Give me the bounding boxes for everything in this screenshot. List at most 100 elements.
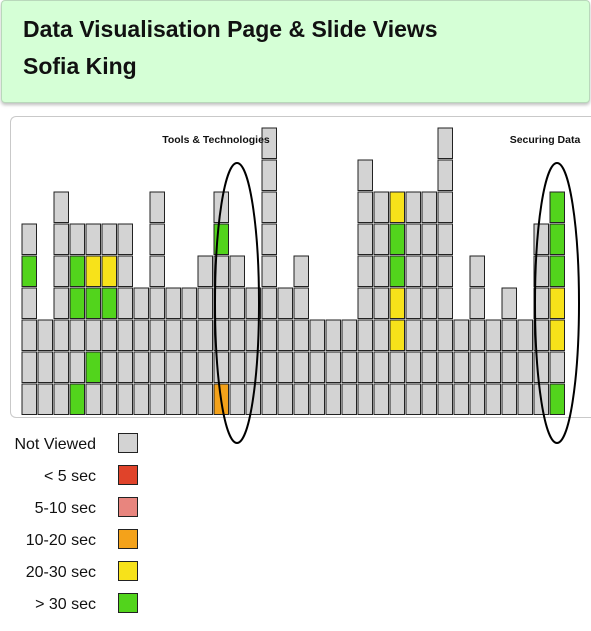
heatmap-cell: [277, 319, 293, 351]
heatmap-cell: [21, 223, 37, 255]
heatmap-cell: [309, 351, 325, 383]
heatmap-cell: [501, 383, 517, 415]
heatmap-cell: [421, 287, 437, 319]
heatmap-cell: [53, 383, 69, 415]
heatmap-cell: [373, 223, 389, 255]
heatmap-cell: [293, 383, 309, 415]
heatmap-cell: [309, 383, 325, 415]
heatmap-cell: [453, 351, 469, 383]
heatmap-cell: [69, 351, 85, 383]
heatmap-cell: [85, 383, 101, 415]
legend-label: 10-20 sec: [25, 532, 96, 549]
heatmap-cell: [357, 319, 373, 351]
heatmap-cell: [69, 287, 85, 319]
heatmap-cell: [453, 383, 469, 415]
heatmap-cell: [37, 383, 53, 415]
heatmap-cell: [325, 319, 341, 351]
heatmap-cell: [149, 287, 165, 319]
heatmap-cell: [373, 351, 389, 383]
heatmap-cell: [437, 191, 453, 223]
heatmap-cell: [181, 383, 197, 415]
legend-item: 5-10 sec: [0, 497, 140, 521]
heatmap-cell: [405, 383, 421, 415]
heatmap-cell: [357, 383, 373, 415]
heatmap-cell: [549, 287, 565, 319]
heatmap-cell: [197, 287, 213, 319]
heatmap-cell: [293, 319, 309, 351]
highlight-ellipses: [214, 162, 580, 444]
heatmap-cell: [181, 287, 197, 319]
heatmap-cell: [85, 287, 101, 319]
heatmap-cell: [181, 319, 197, 351]
heatmap-cell: [501, 287, 517, 319]
heatmap-cell: [373, 287, 389, 319]
heatmap-cell: [549, 191, 565, 223]
heatmap-cell: [485, 319, 501, 351]
heatmap-cell: [357, 287, 373, 319]
heatmap-cell: [357, 159, 373, 191]
heatmap-cell: [213, 287, 229, 319]
heatmap-cell: [341, 383, 357, 415]
heatmap-cell: [533, 255, 549, 287]
heatmap-cell: [197, 383, 213, 415]
heatmap-cell: [117, 255, 133, 287]
heatmap-cell: [149, 319, 165, 351]
section-label-securing-data: Securing Data: [510, 134, 581, 146]
heatmap-cell: [405, 287, 421, 319]
heatmap-cell: [421, 223, 437, 255]
heatmap-cell: [389, 255, 405, 287]
heatmap-cell: [341, 351, 357, 383]
heatmap-cell: [213, 255, 229, 287]
heatmap-cell: [437, 383, 453, 415]
heatmap-cell: [325, 383, 341, 415]
heatmap-cell: [261, 159, 277, 191]
highlight-ellipse-securing-data: [534, 162, 580, 444]
heatmap-cell: [37, 351, 53, 383]
heatmap-cell: [549, 351, 565, 383]
legend-item: < 5 sec: [0, 465, 140, 489]
heatmap-cell: [389, 383, 405, 415]
heatmap-cell: [437, 287, 453, 319]
heatmap-cell: [101, 287, 117, 319]
heatmap-cell: [21, 319, 37, 351]
legend-swatch: [118, 433, 138, 453]
heatmap-cell: [405, 223, 421, 255]
heatmap-cell: [453, 319, 469, 351]
heatmap-cell: [517, 383, 533, 415]
heatmap-cell: [53, 319, 69, 351]
legend-label: 20-30 sec: [25, 564, 96, 581]
heatmap-cell: [325, 351, 341, 383]
legend-item: > 30 sec: [0, 593, 140, 617]
heatmap-cell: [277, 287, 293, 319]
heatmap-cell: [117, 383, 133, 415]
heatmap-cell: [133, 319, 149, 351]
heatmap-cell: [165, 319, 181, 351]
report-header: Data Visualisation Page & Slide Views So…: [1, 0, 590, 103]
heatmap-cell: [485, 383, 501, 415]
heatmap-cell: [261, 287, 277, 319]
heatmap-cell: [165, 351, 181, 383]
heatmap-cell: [229, 351, 245, 383]
heatmap-cell: [277, 351, 293, 383]
heatmap-cell: [373, 319, 389, 351]
page-title: Data Visualisation Page & Slide Views: [23, 16, 438, 42]
heatmap-cell: [261, 383, 277, 415]
heatmap-cell: [133, 287, 149, 319]
heatmap-cell: [165, 287, 181, 319]
heatmap-cell: [229, 319, 245, 351]
heatmap-cell: [117, 287, 133, 319]
legend-label: < 5 sec: [43, 468, 96, 485]
legend-label: Not Viewed: [14, 436, 96, 453]
heatmap-cell: [469, 287, 485, 319]
heatmap-cell: [309, 319, 325, 351]
heatmap-cell: [437, 319, 453, 351]
legend-label: > 30 sec: [35, 596, 96, 613]
highlight-ellipse-tools: [214, 162, 260, 444]
heatmap-cell: [341, 319, 357, 351]
heatmap-cell: [53, 255, 69, 287]
heatmap-cell: [437, 255, 453, 287]
heatmap-cell: [149, 191, 165, 223]
legend-item: 20-30 sec: [0, 561, 140, 585]
heatmap-cell: [197, 319, 213, 351]
legend-swatch: [118, 465, 138, 485]
